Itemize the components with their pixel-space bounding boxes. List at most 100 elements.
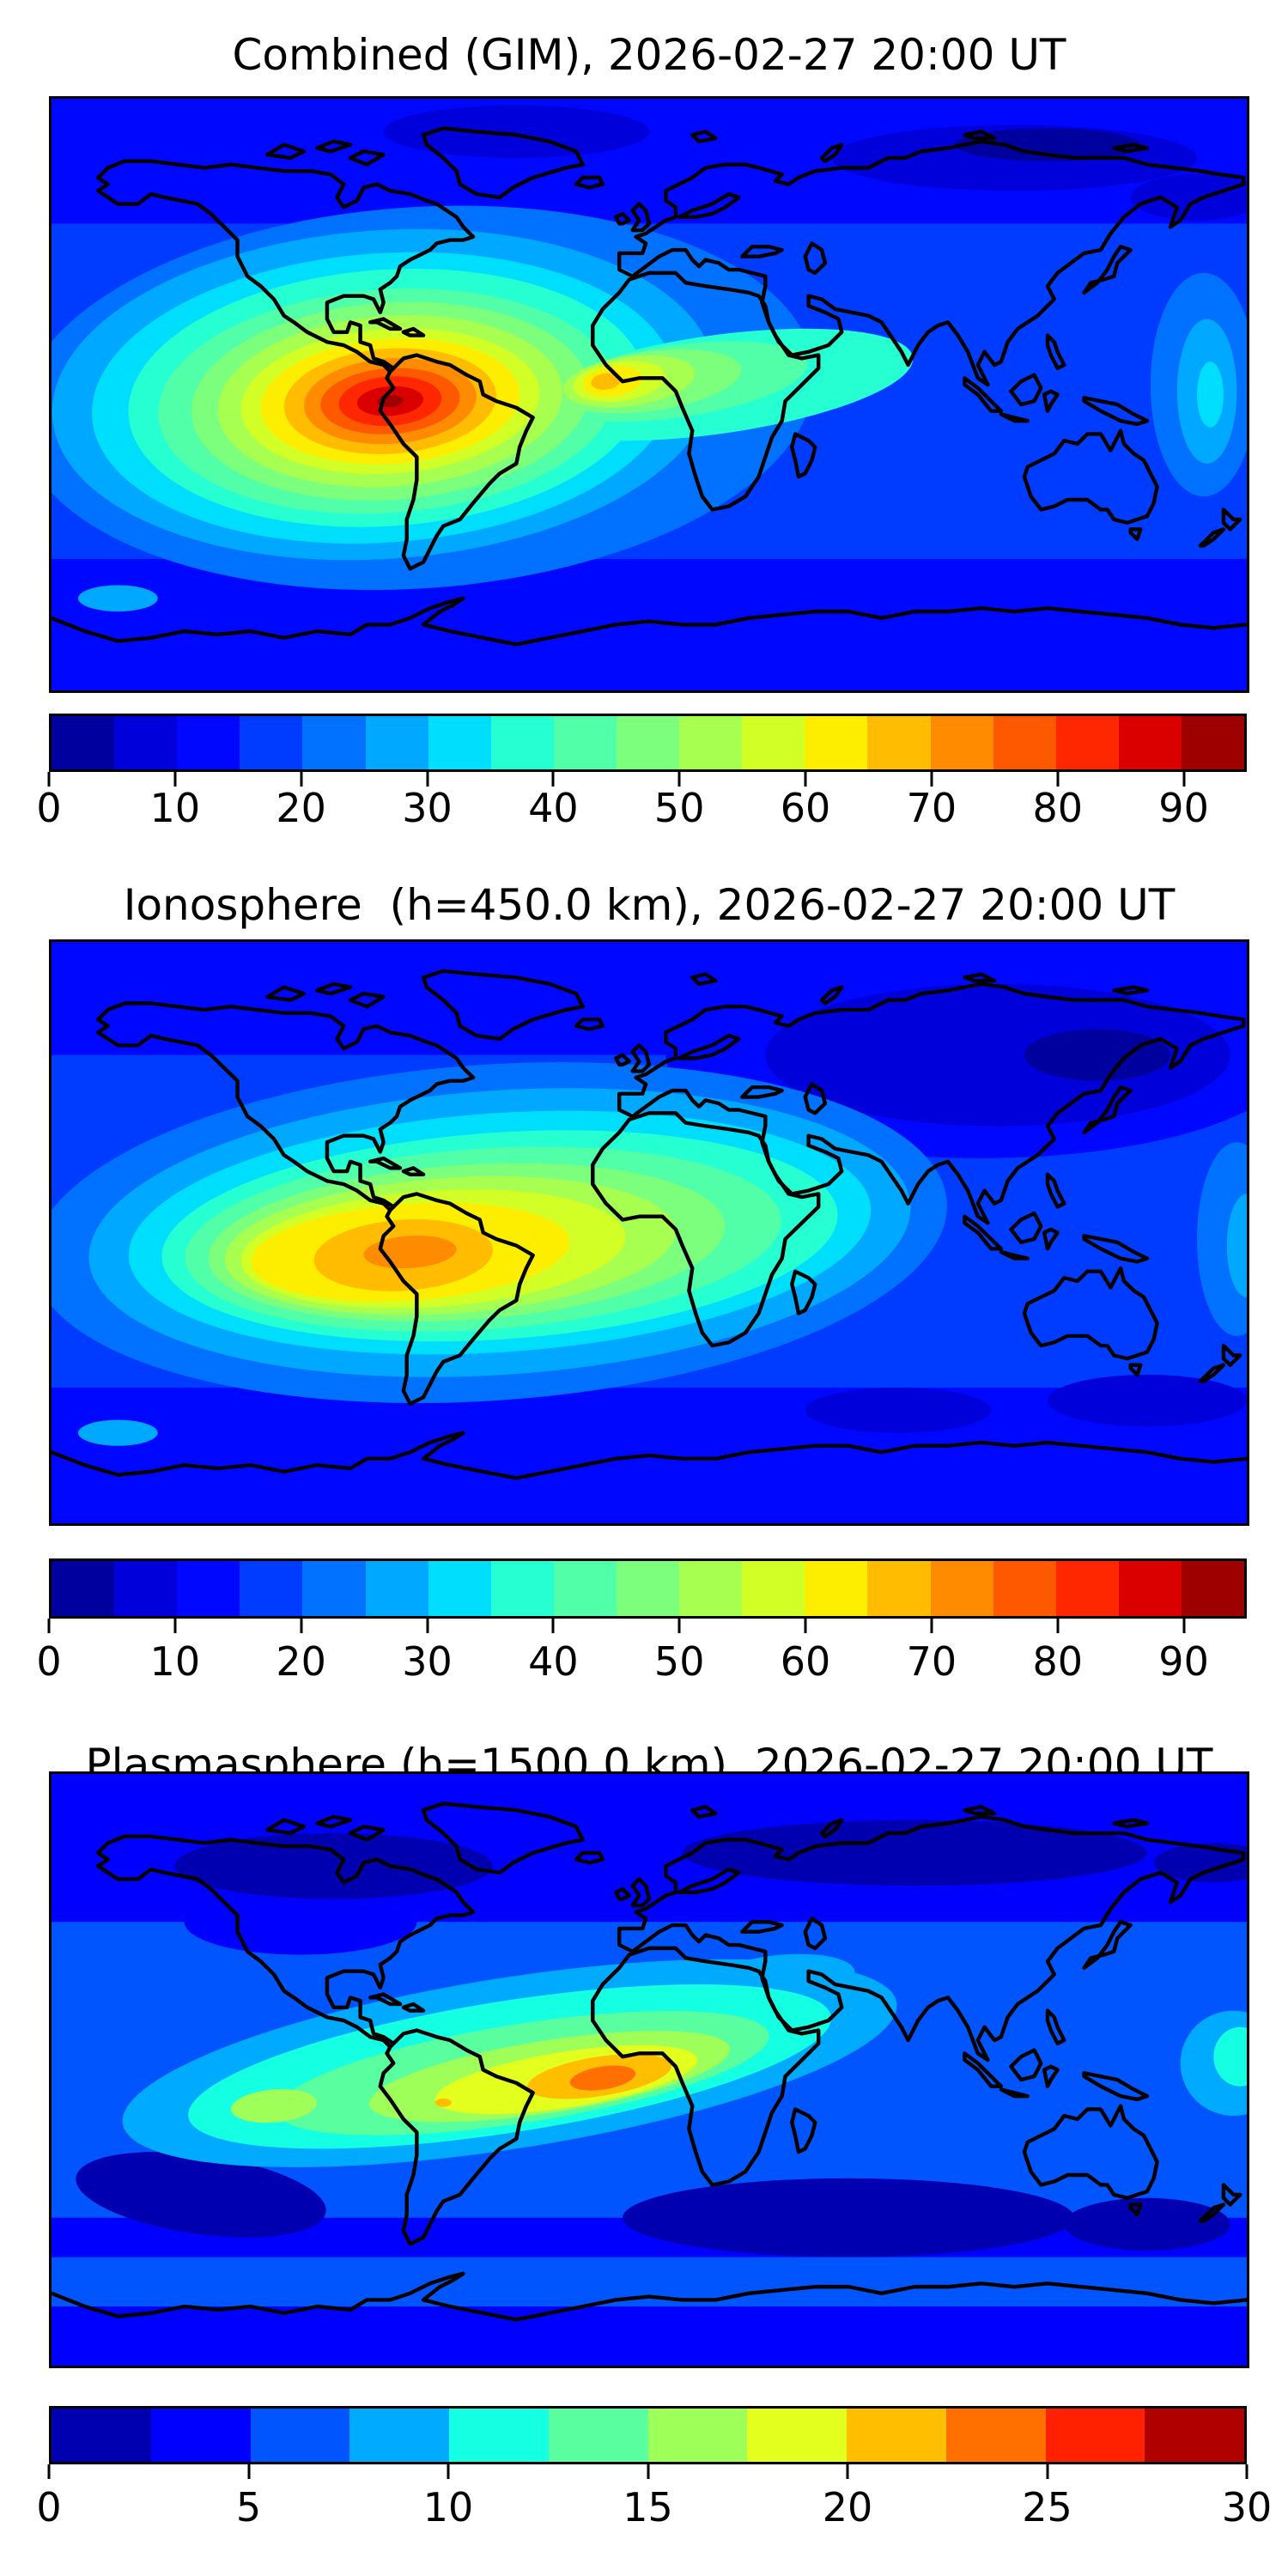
colorbar-segment (52, 716, 115, 769)
coastline (819, 143, 844, 163)
coastline (368, 317, 403, 331)
panel-title: Combined (GIM), 2026-02-27 20:00 UT (232, 30, 1066, 80)
coastline (574, 175, 605, 190)
colorbar-segment (679, 716, 743, 769)
coastline (1042, 1227, 1060, 1251)
colorbar-tick (1182, 772, 1186, 787)
coastline (819, 985, 844, 1005)
colorbar-tick (1245, 2464, 1249, 2479)
colorbar-tick (173, 1619, 177, 1633)
contour-band (765, 983, 1230, 1127)
coastline (963, 972, 997, 983)
colorbar-segment (428, 716, 491, 769)
coastline (265, 143, 307, 161)
world-map-combined (49, 96, 1249, 693)
colorbar-ticks (47, 1619, 1247, 1633)
coastline (315, 139, 353, 154)
colorbar-tick (426, 772, 429, 787)
coastline (1009, 373, 1043, 407)
coastline (52, 2271, 1247, 2322)
colorbar-segment (867, 1561, 931, 1616)
colorbar-tick (47, 2464, 51, 2479)
colorbar-segment (52, 2409, 151, 2462)
colorbar-tick (551, 1619, 555, 1633)
coastline (803, 1082, 828, 1115)
colorbar-tick (930, 1619, 933, 1633)
colorbar-tick (804, 1619, 807, 1633)
colorbar-segment (647, 2409, 748, 2462)
coastline (999, 412, 1030, 423)
colorbar-tick-label: 10 (149, 1638, 201, 1685)
colorbar-tick (47, 772, 51, 787)
coastline (1082, 245, 1133, 295)
coastline (421, 969, 585, 1041)
coastline (614, 1053, 632, 1067)
contour-band (174, 1832, 494, 1899)
coastline (1082, 2071, 1150, 2102)
coastline (1128, 1363, 1143, 1377)
colorbar-tick-label: 20 (276, 785, 326, 831)
contour-band (434, 2098, 452, 2107)
coastline (1112, 143, 1150, 154)
coastline (999, 2087, 1030, 2099)
coastline (1042, 389, 1060, 413)
contour-band (1024, 1029, 1171, 1081)
colorbar-segment (553, 1561, 617, 1616)
coastline (591, 1946, 821, 2187)
colorbar-tick (677, 1619, 681, 1633)
colorbar-segment (490, 716, 554, 769)
colorbar-tick-label: 10 (422, 2484, 474, 2530)
colorbar-segment (553, 716, 617, 769)
coastline (591, 270, 821, 512)
contour-band (623, 2178, 1074, 2257)
contour-band (1197, 361, 1224, 428)
coastline (574, 1850, 605, 1865)
contour-band (954, 128, 1141, 161)
contour-band (383, 105, 649, 158)
colorbar-tick-label: 80 (1032, 1638, 1084, 1685)
colorbar (49, 1558, 1247, 1619)
colorbar-segment (52, 1561, 115, 1616)
colorbar-tick-label: 70 (906, 1638, 957, 1685)
contour-band (52, 558, 1247, 690)
colorbar-segment (240, 1561, 303, 1616)
coastline (1221, 2183, 1242, 2207)
coastline (630, 1877, 652, 1908)
coastline (1042, 2064, 1060, 2088)
colorbar-segment (365, 1561, 428, 1616)
colorbar-segment (742, 716, 805, 769)
coastline (690, 972, 718, 987)
colorbar-tick-label: 15 (623, 2484, 673, 2530)
coastline (1128, 527, 1143, 542)
colorbar-segment (1181, 716, 1245, 769)
colorbar-segment (349, 2409, 449, 2462)
contour-band (77, 585, 158, 612)
colorbar (49, 2406, 1247, 2464)
colorbar-segment (867, 716, 931, 769)
colorbar-segment (616, 1561, 680, 1616)
colorbar-segment (449, 2409, 549, 2462)
colorbar-segment (302, 1561, 366, 1616)
coastline (401, 326, 426, 337)
coastline (963, 376, 1004, 413)
colorbar-tick-label: 30 (1221, 2484, 1273, 2530)
colorbar-tick-labels: 0 10 20 30 40 50 60 70 80 90 (36, 1638, 1247, 1695)
coastline (630, 202, 652, 233)
colorbar-tick-label: 5 (235, 2484, 262, 2530)
colorbar-tick (647, 2464, 649, 2479)
colorbar-segment (250, 2409, 350, 2462)
contour-band (1153, 1843, 1247, 1883)
colorbar-tick-label: 60 (780, 1638, 831, 1685)
coastline (378, 2028, 535, 2246)
contour-band (591, 373, 622, 390)
colorbar-segment (930, 1561, 993, 1616)
coastline (1082, 1234, 1150, 1264)
coastline (963, 2051, 1004, 2088)
contour-band (52, 2257, 1247, 2307)
colorbar-segment (240, 716, 303, 769)
contour-band (1226, 1194, 1247, 1297)
coastline (1221, 1343, 1242, 1367)
coastline (1112, 1818, 1150, 1829)
colorbar-tick (426, 1619, 429, 1633)
